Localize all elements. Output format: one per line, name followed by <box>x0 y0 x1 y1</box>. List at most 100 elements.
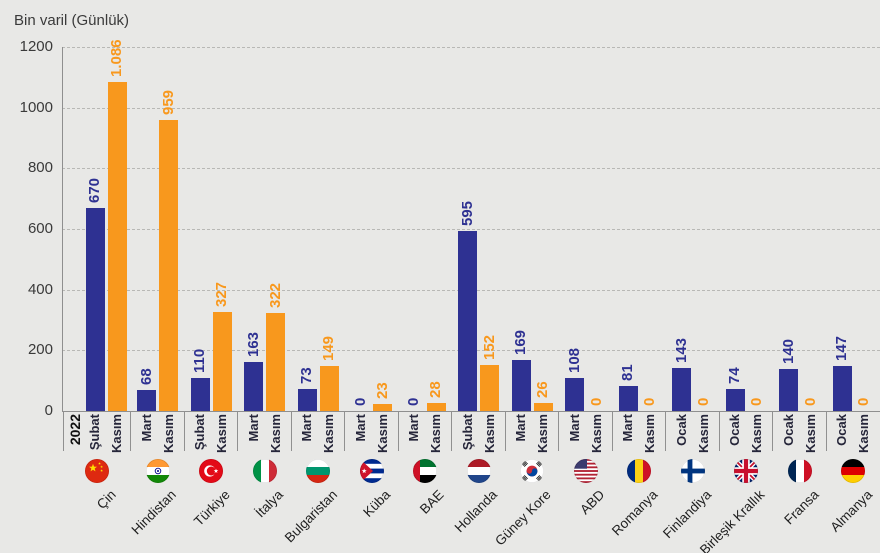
india-flag-icon <box>145 459 170 483</box>
month-label-slot: Kasım <box>801 411 820 457</box>
y-axis-tick-label: 600 <box>27 220 53 237</box>
y-axis-tick-label: 0 <box>44 402 53 419</box>
bar-slot: 147 <box>832 47 852 411</box>
month-labels-row: Mart Kasım <box>565 411 606 457</box>
month-label: Ocak <box>834 414 850 446</box>
month-label-slot: Mart <box>351 411 370 457</box>
group-separator <box>397 411 399 451</box>
bar: 110 <box>190 348 210 411</box>
country-group: 108 0 Mart Kasım ABD <box>559 47 613 553</box>
bar: 595 <box>458 200 478 411</box>
bar-value-label: 26 <box>534 381 552 399</box>
month-labels-row: Mart Kasım <box>244 411 285 457</box>
x-axis-line <box>62 411 880 412</box>
bar-value-label: 28 <box>427 380 445 398</box>
country-group: 140 0 Ocak Kasım Fransa <box>773 47 827 553</box>
y-axis-tick-label: 400 <box>27 280 53 298</box>
bar-value-label: 0 <box>694 397 712 406</box>
country-group: 670 1.086 2022 Şubat Kasım Çin <box>63 39 131 553</box>
finland-flag-icon <box>680 459 705 483</box>
month-label: Şubat <box>87 414 102 451</box>
bar-slot: 0 <box>405 47 424 411</box>
bar-value-label: 169 <box>512 329 530 355</box>
bar: 23 <box>373 382 393 411</box>
month-label: Mart <box>245 414 261 442</box>
flag-wrapper <box>413 459 438 483</box>
month-label: Mart <box>299 414 315 442</box>
bar-value-label: 1.086 <box>108 39 125 77</box>
bar: 670 <box>85 178 105 411</box>
month-labels-row: Mart Kasım <box>298 411 339 457</box>
month-label-slot: Şubat <box>191 411 210 457</box>
bar: 152 <box>480 335 500 411</box>
netherlands-flag-icon <box>466 459 491 483</box>
month-label: Kasım <box>374 414 390 454</box>
bar-value-label: 81 <box>619 364 637 382</box>
country-group: 147 0 Ocak Kasım Almanya <box>827 47 880 553</box>
bar: 74 <box>725 367 745 411</box>
bar-value-label: 163 <box>244 331 262 357</box>
month-label-slot: Kasım <box>855 411 874 457</box>
bar-pair: 169 26 <box>511 47 553 411</box>
month-label-slot: Kasım <box>108 411 127 457</box>
bar: 169 <box>511 330 531 411</box>
country-label: Fransa <box>781 487 822 528</box>
gridline <box>62 47 880 48</box>
bar: 163 <box>244 332 264 411</box>
bar-pair: 147 0 <box>832 47 874 411</box>
bar-slot: 74 <box>725 47 745 411</box>
month-label: Kasım <box>749 414 765 454</box>
group-separator <box>451 411 452 451</box>
country-group: 110 327 Şubat Kasım Türkiye <box>185 47 238 553</box>
country-label: Romanya <box>609 487 661 539</box>
bar-value-label: 959 <box>159 90 177 116</box>
bar-value-label: 327 <box>213 281 231 307</box>
usa-flag-icon <box>573 459 598 483</box>
bar-slot: 28 <box>426 47 446 411</box>
south-korea-flag-icon <box>520 459 545 483</box>
bar-slot: 959 <box>159 47 179 411</box>
bar: 149 <box>319 336 339 411</box>
bar-slot: 81 <box>618 47 638 411</box>
month-label: Mart <box>406 414 422 442</box>
month-labels-row: Mart Kasım <box>512 411 553 457</box>
flag-wrapper <box>199 459 224 483</box>
group-separator <box>825 411 827 451</box>
country-label: Hindistan <box>128 487 180 538</box>
month-label-slot: Kasım <box>534 411 553 457</box>
bar-value-label: 140 <box>779 338 797 364</box>
country-group: 143 0 Ocak Kasım Finlandiya <box>660 47 720 553</box>
flag-wrapper <box>306 459 331 483</box>
bar-slot: 108 <box>565 47 585 411</box>
year-column-spacer <box>68 47 83 411</box>
bar-slot: 670 <box>85 47 105 411</box>
bar-slot: 26 <box>533 47 553 411</box>
bar-value-label: 595 <box>458 200 476 226</box>
gridline <box>62 168 880 170</box>
bar-value-label: 108 <box>565 348 583 374</box>
month-label-slot: Ocak <box>779 411 798 457</box>
gridline <box>62 107 880 109</box>
month-labels-row: Ocak Kasım <box>833 411 874 457</box>
month-label-slot: Kasım <box>427 411 446 457</box>
bar: 1.086 <box>107 39 127 411</box>
bar-slot: 140 <box>779 47 799 411</box>
bar: 108 <box>565 348 585 411</box>
month-label-slot: Kasım <box>213 411 232 457</box>
month-label-slot: Ocak <box>726 411 745 457</box>
flag-wrapper <box>359 459 384 483</box>
month-label: Ocak <box>673 414 689 446</box>
month-labels-row: Mart Kasım <box>619 411 660 457</box>
bar-pair: 0 28 <box>405 47 446 411</box>
group-separator <box>772 411 773 451</box>
month-label-slot: Kasım <box>266 411 285 457</box>
group-separator <box>183 411 185 451</box>
bar-slot: 0 <box>694 47 713 411</box>
month-label-slot: Şubat <box>86 411 105 457</box>
month-label: Kasım <box>642 414 658 454</box>
month-label: Kasım <box>481 414 497 454</box>
country-group: 74 0 Ocak Kasım Birleşik Krallık <box>697 47 773 553</box>
month-labels-row: Mart Kasım <box>405 411 446 457</box>
month-label: Şubat <box>459 414 475 451</box>
